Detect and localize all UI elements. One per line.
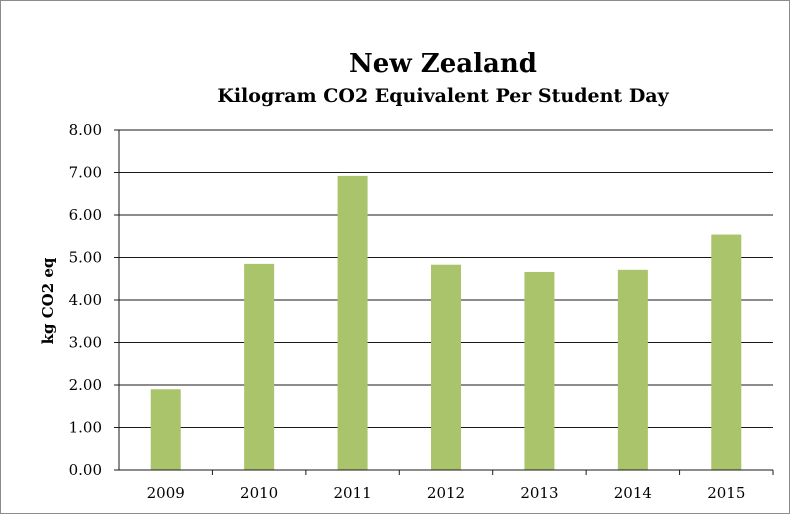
x-tick-label: 2009 xyxy=(147,484,185,502)
x-tick-label: 2013 xyxy=(520,484,558,502)
y-tick-label: 8.00 xyxy=(69,121,102,139)
chart-title: New Zealand xyxy=(349,49,537,79)
axes xyxy=(118,130,774,475)
x-tick-label: 2014 xyxy=(614,484,652,502)
y-tick-label: 2.00 xyxy=(69,376,102,394)
y-tick-label: 6.00 xyxy=(69,206,102,224)
y-tick-labels: 0.00 1.00 2.00 3.00 4.00 5.00 6.00 7.00 8.00 xyxy=(69,121,102,479)
y-tick-label: 1.00 xyxy=(69,419,102,437)
chart-subtitle: Kilogram CO2 Equivalent Per Student Day xyxy=(217,85,669,107)
bar-2012 xyxy=(431,264,461,470)
bar-2010 xyxy=(244,263,275,470)
bar-2013 xyxy=(524,271,555,470)
y-tick-label: 0.00 xyxy=(69,461,102,479)
x-tick-labels: 2009 2010 2011 2012 2013 2014 2015 xyxy=(147,484,746,502)
y-tick-label: 4.00 xyxy=(69,291,102,309)
y-tick-label: 5.00 xyxy=(69,249,102,267)
y-tick-label: 3.00 xyxy=(69,334,102,352)
x-tick-label: 2015 xyxy=(707,484,745,502)
bars xyxy=(150,175,742,470)
x-tick-label: 2011 xyxy=(333,484,371,502)
bar-2014 xyxy=(617,269,648,470)
x-tick-label: 2010 xyxy=(240,484,278,502)
bar-2011 xyxy=(337,175,368,470)
x-tick-label: 2012 xyxy=(427,484,465,502)
y-tick-label: 7.00 xyxy=(69,164,102,182)
bar-2009 xyxy=(150,389,181,470)
bar-2015 xyxy=(711,234,742,470)
y-axis-label: kg CO2 eq xyxy=(39,257,57,344)
